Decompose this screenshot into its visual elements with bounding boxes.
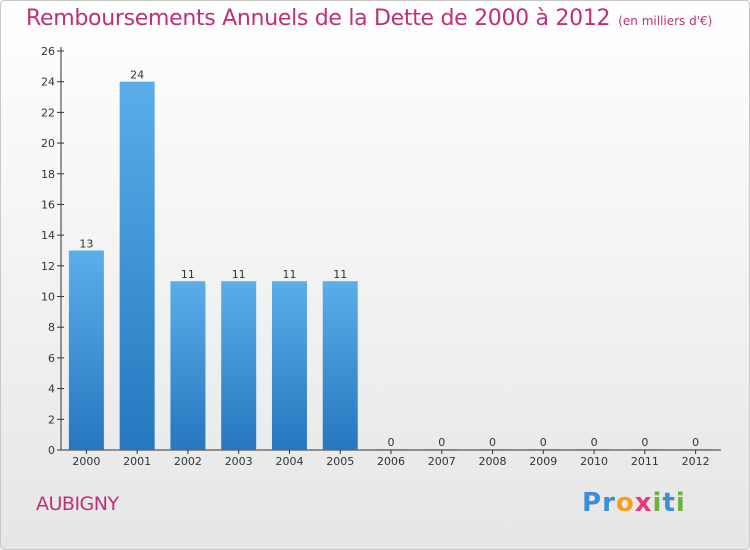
- x-tick-label-2002: 2002: [174, 455, 202, 468]
- bar-2010: [576, 449, 612, 450]
- y-tick-label-18: 18: [41, 168, 55, 181]
- bar-2007: [424, 449, 460, 450]
- x-tick-label-2009: 2009: [529, 455, 557, 468]
- x-tick-label-2006: 2006: [377, 455, 405, 468]
- x-tick-label-2001: 2001: [123, 455, 151, 468]
- x-tick-label-2012: 2012: [682, 455, 710, 468]
- data-label-2004: 11: [282, 268, 296, 281]
- bar-2009: [525, 449, 561, 450]
- proxiti-logo-letter: i: [652, 488, 663, 518]
- y-tick-label-4: 4: [48, 383, 55, 396]
- bar-2008: [475, 449, 511, 450]
- bar-2005: [322, 281, 358, 450]
- y-tick-label-24: 24: [41, 76, 55, 89]
- bar-2011: [627, 449, 663, 450]
- x-tick-label-2003: 2003: [225, 455, 253, 468]
- bar-2000: [68, 250, 104, 450]
- proxiti-logo-letter: t: [662, 488, 676, 518]
- data-label-2011: 0: [641, 436, 648, 449]
- y-tick-label-26: 26: [41, 45, 55, 58]
- y-tick-label-0: 0: [48, 444, 55, 457]
- commune-name: AUBIGNY: [36, 493, 119, 515]
- chart-title-line: Remboursements Annuels de la Dette de 20…: [26, 6, 712, 31]
- data-label-2010: 0: [591, 436, 598, 449]
- y-tick-label-16: 16: [41, 198, 55, 211]
- bar-2004: [271, 281, 307, 450]
- x-tick-label-2004: 2004: [275, 455, 303, 468]
- proxiti-logo: Proxiti: [582, 488, 686, 518]
- proxiti-logo-letter: r: [602, 488, 616, 518]
- bar-2012: [678, 449, 714, 450]
- data-label-2002: 11: [181, 268, 195, 281]
- proxiti-logo-letter: x: [634, 488, 653, 518]
- data-label-2006: 0: [388, 436, 395, 449]
- x-tick-label-2007: 2007: [428, 455, 456, 468]
- y-tick-label-6: 6: [48, 352, 55, 365]
- data-label-2012: 0: [692, 436, 699, 449]
- bar-2002: [170, 281, 206, 450]
- data-label-2001: 24: [130, 69, 144, 82]
- data-label-2007: 0: [438, 436, 445, 449]
- x-tick-label-2005: 2005: [326, 455, 354, 468]
- data-label-2000: 13: [79, 238, 93, 251]
- y-tick-label-8: 8: [48, 321, 55, 334]
- bar-2001: [119, 81, 155, 450]
- proxiti-logo-letter: i: [675, 488, 686, 518]
- x-tick-label-2010: 2010: [580, 455, 608, 468]
- data-label-2009: 0: [540, 436, 547, 449]
- bar-2003: [221, 281, 257, 450]
- y-tick-label-10: 10: [41, 291, 55, 304]
- chart-subtitle: (en milliers d'€): [618, 14, 713, 28]
- y-tick-label-2: 2: [48, 413, 55, 426]
- x-tick-label-2008: 2008: [479, 455, 507, 468]
- data-label-2008: 0: [489, 436, 496, 449]
- chart-title: Remboursements Annuels de la Dette de 20…: [26, 6, 611, 31]
- x-tick-label-2000: 2000: [72, 455, 100, 468]
- y-tick-label-14: 14: [41, 229, 55, 242]
- bar-2006: [373, 449, 409, 450]
- data-label-2003: 11: [232, 268, 246, 281]
- data-label-2005: 11: [333, 268, 347, 281]
- y-tick-label-12: 12: [41, 260, 55, 273]
- y-tick-label-22: 22: [41, 106, 55, 119]
- y-tick-label-20: 20: [41, 137, 55, 150]
- x-tick-label-2011: 2011: [631, 455, 659, 468]
- proxiti-logo-letter: P: [582, 488, 603, 518]
- proxiti-logo-letter: o: [615, 488, 635, 518]
